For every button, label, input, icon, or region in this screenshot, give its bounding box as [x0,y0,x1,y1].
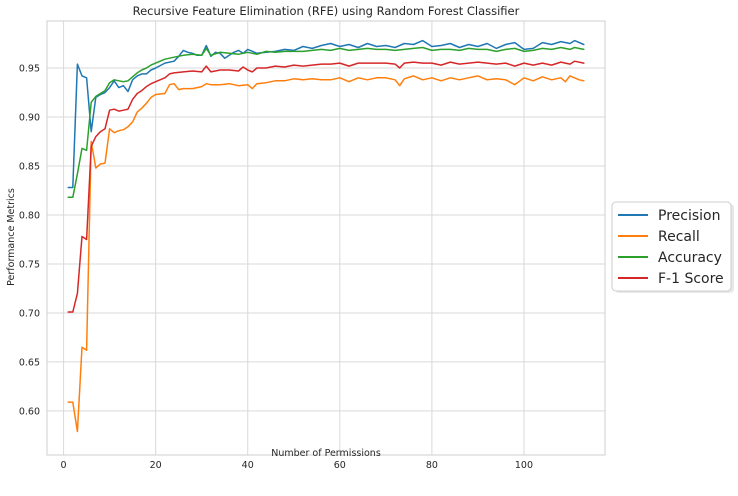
legend-label-recall: Recall [658,229,700,245]
x-tick-label: 100 [515,460,533,471]
y-tick-label: 0.70 [19,308,40,319]
y-tick-label: 0.75 [19,259,40,270]
y-tick-label: 0.65 [19,357,40,368]
series-line-precision [67,39,585,189]
y-tick-label: 0.80 [19,210,40,221]
y-gridlines [47,67,605,412]
series-line-accuracy [67,46,585,199]
x-tick-labels: 0 20 40 60 80 100 [61,460,533,471]
y-axis-label: Performance Metrics [6,188,17,286]
y-tick-label: 0.90 [19,113,40,124]
x-tick-label: 0 [61,460,67,471]
x-gridlines [63,21,525,455]
series-line-f-1-score [67,60,585,313]
legend-label-accuracy: Accuracy [658,250,722,266]
legend-label-f-1-score: F-1 Score [658,271,724,287]
x-axis-label: Number of Permissions [271,448,381,459]
x-tick-label: 80 [426,460,438,471]
legend: Precision Recall Accuracy F-1 Score [611,201,734,293]
x-tick-label: 40 [242,460,254,471]
legend-label-precision: Precision [658,208,720,224]
chart-title: Recursive Feature Elimination (RFE) usin… [133,4,520,18]
y-tick-label: 0.85 [19,161,40,172]
x-tick-label: 20 [150,460,162,471]
y-tick-labels: 0.60 0.65 0.70 0.75 0.80 0.85 0.90 0.95 [19,64,40,418]
series-line-recall [67,75,585,433]
plot-frame [46,20,606,456]
x-tick-label: 60 [334,460,346,471]
y-tick-label: 0.95 [19,64,40,75]
y-tick-label: 0.60 [19,406,40,417]
series-lines [67,39,585,433]
